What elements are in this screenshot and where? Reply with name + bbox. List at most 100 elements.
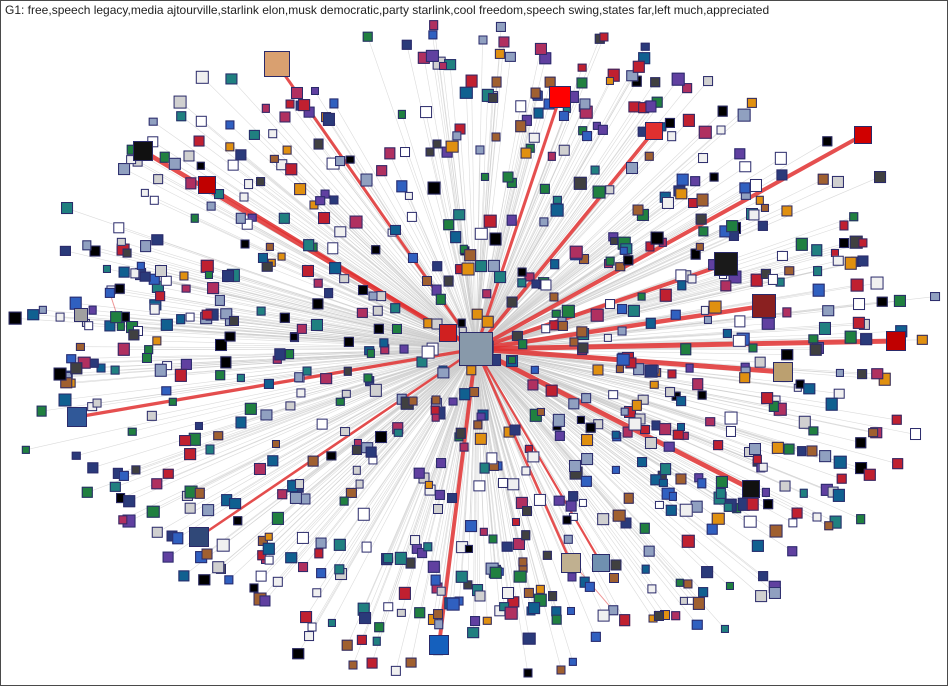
peripheral-node — [327, 452, 336, 461]
peripheral-node — [623, 493, 634, 504]
peripheral-node — [514, 570, 527, 583]
peripheral-node — [329, 263, 341, 275]
peripheral-node — [521, 466, 530, 475]
peripheral-node — [191, 214, 200, 223]
peripheral-node — [749, 443, 761, 455]
peripheral-node — [568, 492, 578, 502]
hub-node-13 — [189, 527, 209, 547]
peripheral-node — [479, 463, 490, 474]
peripheral-node — [239, 192, 248, 201]
peripheral-node — [739, 372, 751, 384]
peripheral-node — [307, 623, 316, 632]
peripheral-node — [374, 324, 384, 334]
peripheral-node — [505, 52, 515, 62]
peripheral-node — [755, 590, 767, 602]
peripheral-node — [488, 93, 498, 103]
peripheral-node — [677, 423, 685, 431]
peripheral-node — [460, 86, 472, 98]
peripheral-node — [839, 221, 848, 230]
peripheral-node — [117, 238, 125, 246]
peripheral-node — [422, 276, 432, 286]
peripheral-node — [152, 336, 161, 345]
peripheral-node — [465, 545, 473, 553]
peripheral-node — [340, 274, 350, 284]
peripheral-node — [142, 353, 152, 363]
peripheral-node — [376, 165, 388, 177]
peripheral-node — [553, 414, 565, 426]
peripheral-node — [692, 620, 703, 631]
peripheral-node — [723, 329, 731, 337]
peripheral-node — [154, 364, 166, 376]
peripheral-node — [569, 658, 577, 666]
peripheral-node — [22, 446, 30, 454]
peripheral-node — [452, 131, 461, 140]
peripheral-node — [201, 548, 212, 559]
peripheral-node — [369, 384, 381, 396]
hub-node-14 — [67, 407, 87, 427]
peripheral-node — [290, 492, 302, 504]
peripheral-node — [36, 406, 47, 417]
peripheral-node — [857, 369, 867, 379]
peripheral-node — [433, 609, 443, 619]
peripheral-node — [481, 173, 489, 181]
peripheral-node — [749, 343, 758, 352]
peripheral-node — [612, 466, 620, 474]
peripheral-node — [709, 300, 722, 313]
peripheral-node — [710, 173, 719, 182]
peripheral-node — [871, 277, 884, 290]
peripheral-node — [390, 225, 400, 235]
peripheral-node — [496, 22, 506, 32]
peripheral-node — [590, 631, 600, 641]
peripheral-node — [225, 331, 236, 342]
peripheral-node — [758, 571, 768, 581]
peripheral-node — [465, 520, 477, 532]
peripheral-node — [163, 468, 173, 478]
peripheral-node — [379, 338, 388, 347]
peripheral-node — [645, 152, 653, 160]
peripheral-node — [724, 503, 732, 511]
peripheral-node — [297, 531, 309, 543]
peripheral-node — [891, 415, 901, 425]
peripheral-node — [140, 271, 151, 282]
peripheral-node — [280, 111, 291, 122]
peripheral-node — [361, 542, 372, 553]
peripheral-node — [264, 532, 273, 541]
peripheral-node — [620, 246, 628, 254]
peripheral-node — [809, 426, 818, 435]
peripheral-node — [225, 120, 234, 129]
peripheral-node — [521, 530, 531, 540]
peripheral-node — [297, 388, 306, 397]
peripheral-node — [551, 614, 562, 625]
peripheral-node — [168, 397, 176, 405]
peripheral-node — [548, 591, 558, 601]
peripheral-node — [182, 284, 191, 293]
peripheral-node — [58, 393, 71, 406]
peripheral-node — [172, 532, 183, 543]
peripheral-node — [800, 489, 808, 497]
peripheral-node — [215, 295, 225, 305]
peripheral-node — [758, 221, 768, 231]
peripheral-node — [787, 546, 796, 555]
peripheral-node — [591, 309, 604, 322]
peripheral-node — [449, 397, 458, 406]
peripheral-node — [228, 159, 239, 170]
peripheral-node — [545, 384, 558, 397]
peripheral-node — [781, 206, 792, 217]
peripheral-node — [467, 365, 476, 374]
peripheral-node — [150, 196, 158, 204]
peripheral-node — [599, 32, 608, 41]
peripheral-node — [748, 209, 759, 220]
peripheral-node — [425, 481, 433, 489]
peripheral-node — [149, 304, 160, 315]
peripheral-node — [237, 374, 245, 382]
peripheral-node — [291, 87, 303, 99]
peripheral-node — [358, 508, 370, 520]
peripheral-node — [605, 185, 614, 194]
peripheral-node — [366, 658, 377, 669]
peripheral-node — [581, 434, 593, 446]
peripheral-node — [917, 335, 927, 345]
peripheral-node — [785, 266, 794, 275]
peripheral-node — [540, 184, 550, 194]
peripheral-node — [174, 96, 187, 109]
peripheral-node — [84, 321, 94, 331]
